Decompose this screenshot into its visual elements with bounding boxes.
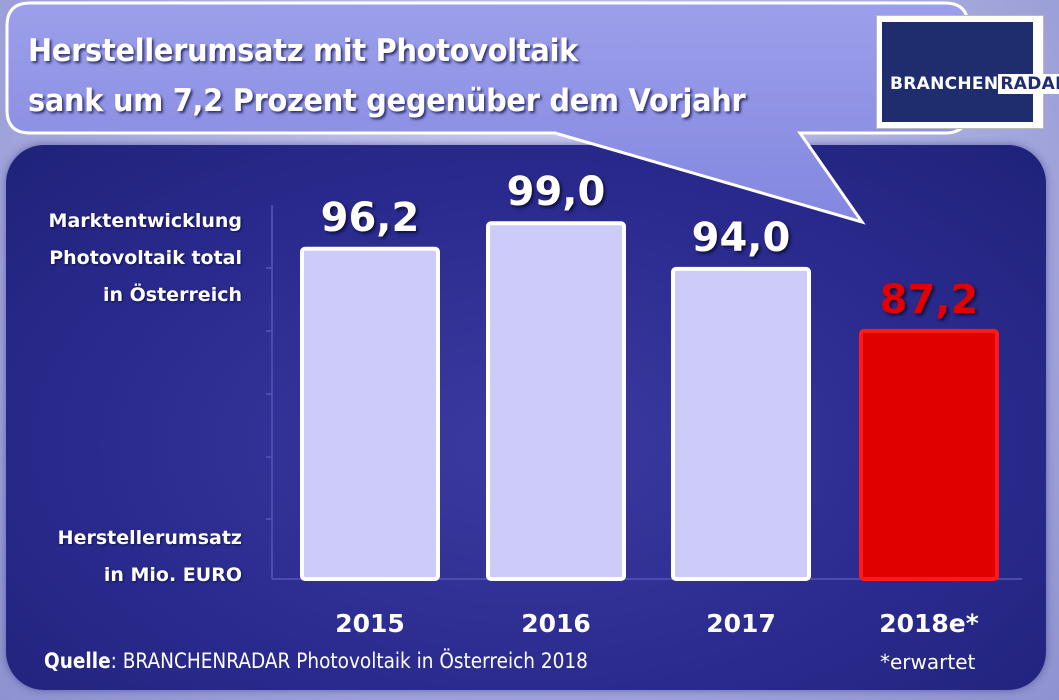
logo-background: BRANCHENRADAR xyxy=(882,22,1059,122)
bar-2016 xyxy=(486,221,626,581)
y-label-top-line-3: in Österreich xyxy=(102,284,242,306)
title-line-2: sank um 7,2 Prozent gegenüber dem Vorjah… xyxy=(28,83,746,119)
category-label-2016: 2016 xyxy=(521,609,591,638)
y-axis-label-top: Marktentwicklung Photovoltaik total in Ö… xyxy=(20,203,242,314)
bar-2018e* xyxy=(859,328,999,582)
chart-title: Herstellerumsatz mit Photovoltaik sank u… xyxy=(28,26,772,126)
value-label-2017: 94,0 xyxy=(692,215,791,261)
y-label-top-line-1: Marktentwicklung xyxy=(48,210,242,232)
y-label-top-line-2: Photovoltaik total xyxy=(49,247,242,269)
logo-part-1: BRANCHEN xyxy=(890,74,999,94)
value-label-2016: 99,0 xyxy=(507,169,606,215)
branchenradar-logo: BRANCHENRADAR xyxy=(876,15,1059,129)
source-text: : BRANCHENRADAR Photovoltaik in Österrei… xyxy=(110,649,588,673)
source-note: Quelle: BRANCHENRADAR Photovoltaik in Ös… xyxy=(44,649,588,673)
value-label-2018e*: 87,2 xyxy=(880,277,979,323)
y-axis-label-bottom: Herstellerumsatz in Mio. EURO xyxy=(20,520,242,594)
category-label-2015: 2015 xyxy=(335,609,405,638)
bar-2017 xyxy=(671,266,811,581)
logo-text: BRANCHENRADAR xyxy=(890,74,1059,94)
footnote: *erwartet xyxy=(880,650,976,674)
title-line-1: Herstellerumsatz mit Photovoltaik xyxy=(28,33,579,69)
logo-part-2: RADAR xyxy=(998,74,1059,94)
bar-2015 xyxy=(300,246,440,581)
category-label-2018e*: 2018e* xyxy=(879,609,979,638)
value-label-2015: 96,2 xyxy=(321,195,420,241)
category-label-2017: 2017 xyxy=(706,609,776,638)
y-label-bottom-line-2: in Mio. EURO xyxy=(103,564,242,586)
y-label-bottom-line-1: Herstellerumsatz xyxy=(57,527,242,549)
source-label: Quelle xyxy=(44,649,111,673)
